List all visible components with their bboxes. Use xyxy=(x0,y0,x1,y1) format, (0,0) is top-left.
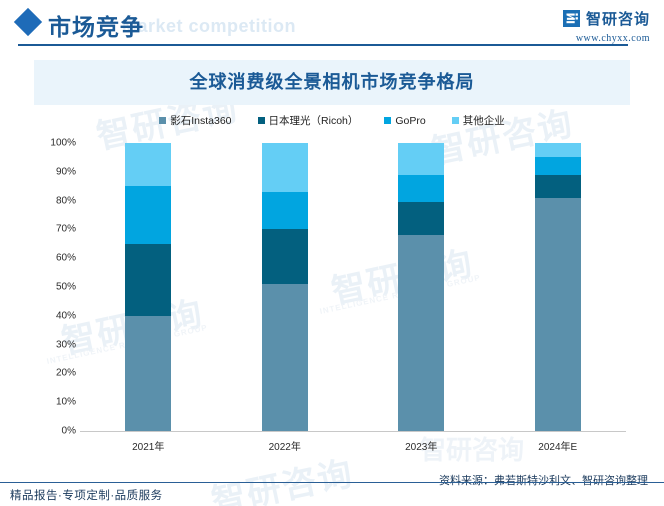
bar-segment[interactable] xyxy=(398,235,445,431)
x-axis-tick-label: 2024年E xyxy=(538,442,578,453)
header-subtitle: Market competition xyxy=(122,16,297,36)
legend-item[interactable]: GoPro xyxy=(384,114,426,127)
x-axis-line xyxy=(80,431,626,432)
x-axis-labels: 2021年 2022年 2023年 2024年E xyxy=(80,436,626,456)
y-axis-tick-label: 10% xyxy=(55,396,76,408)
bar-segment[interactable] xyxy=(534,197,581,431)
legend-swatch-icon xyxy=(257,117,265,124)
y-axis-tick-label: 70% xyxy=(55,223,76,235)
bar-segment[interactable] xyxy=(534,157,581,175)
legend-item[interactable]: 日本理光（Ricoh） xyxy=(257,113,359,128)
legend-swatch-icon xyxy=(384,117,392,124)
x-axis-tick-label: 2022年 xyxy=(268,442,301,453)
x-axis-tick-label: 2023年 xyxy=(405,442,438,453)
y-axis-tick-label: 100% xyxy=(50,137,76,149)
legend-label: GoPro xyxy=(395,114,426,127)
y-axis-tick-label: 60% xyxy=(55,252,76,264)
legend-item[interactable]: 其他企业 xyxy=(451,113,505,128)
page-title: 市场竞争 xyxy=(48,15,144,40)
legend-label: 其他企业 xyxy=(462,115,505,127)
stacked-bar[interactable] xyxy=(534,143,581,431)
chart-title: 全球消费级全景相机市场竞争格局 xyxy=(189,72,475,92)
y-axis-labels: 0% 10% 20% 30% 40% 50% 60% 70% 80% 90% 100% xyxy=(34,138,80,437)
bar-segment[interactable] xyxy=(261,191,308,230)
chart-title-band xyxy=(34,60,630,105)
source-note: 资料来源：弗若斯特沙利文、智研咨询整理 xyxy=(439,475,648,487)
bar-segment[interactable] xyxy=(261,284,308,431)
bar-segment[interactable] xyxy=(125,315,172,431)
footer-tagline: 精品报告·专项定制·品质服务 xyxy=(10,490,163,502)
legend-label: 日本理光（Ricoh） xyxy=(268,115,359,127)
page-header: Market competition 市场竞争 智研咨询 www.chyxx.c… xyxy=(0,0,664,52)
bar-segment[interactable] xyxy=(398,202,445,236)
y-axis-tick-label: 20% xyxy=(55,367,76,379)
y-axis-tick-label: 0% xyxy=(61,425,76,437)
chart-plot-area: 0% 10% 20% 30% 40% 50% 60% 70% 80% 90% 100% 2021年 2… xyxy=(34,138,630,453)
y-axis-tick-label: 50% xyxy=(55,281,76,293)
legend-label: 影石Insta360 xyxy=(170,115,232,127)
bar-segment[interactable] xyxy=(125,143,172,187)
y-axis-tick-label: 30% xyxy=(55,339,76,351)
bar-series-container xyxy=(80,143,626,431)
bar-segment[interactable] xyxy=(261,143,308,192)
chart-card: 全球消费级全景相机市场竞争格局 影石Insta360 日本理光（Ricoh） GoP… xyxy=(34,60,630,460)
stacked-bar[interactable] xyxy=(261,143,308,431)
bar-segment[interactable] xyxy=(261,229,308,285)
brand-name: 智研咨询 xyxy=(585,12,650,28)
brand-block: 智研咨询 www.chyxx.com xyxy=(562,8,650,44)
brand-url: www.chyxx.com xyxy=(575,33,650,44)
header-divider xyxy=(18,44,628,46)
bar-segment[interactable] xyxy=(398,143,445,175)
legend-swatch-icon xyxy=(451,117,459,124)
y-axis-tick-label: 40% xyxy=(55,310,76,322)
legend-swatch-icon xyxy=(159,117,167,124)
bar-segment[interactable] xyxy=(534,174,581,198)
footer-divider xyxy=(0,482,664,483)
brand-logo-icon xyxy=(562,10,580,27)
stacked-bar[interactable] xyxy=(398,143,445,431)
legend-item[interactable]: 影石Insta360 xyxy=(159,113,232,128)
bar-segment[interactable] xyxy=(534,143,581,158)
x-axis-tick-label: 2021年 xyxy=(132,442,165,453)
y-axis-tick-label: 90% xyxy=(55,166,76,178)
y-axis-tick-label: 80% xyxy=(55,195,76,207)
diamond-bullet-icon xyxy=(13,7,43,37)
stacked-bar[interactable] xyxy=(125,143,172,431)
bar-segment[interactable] xyxy=(125,243,172,316)
chart-legend: 影石Insta360 日本理光（Ricoh） GoPro 其他企业 xyxy=(34,113,630,128)
bar-segment[interactable] xyxy=(398,174,445,203)
bar-segment[interactable] xyxy=(125,186,172,244)
